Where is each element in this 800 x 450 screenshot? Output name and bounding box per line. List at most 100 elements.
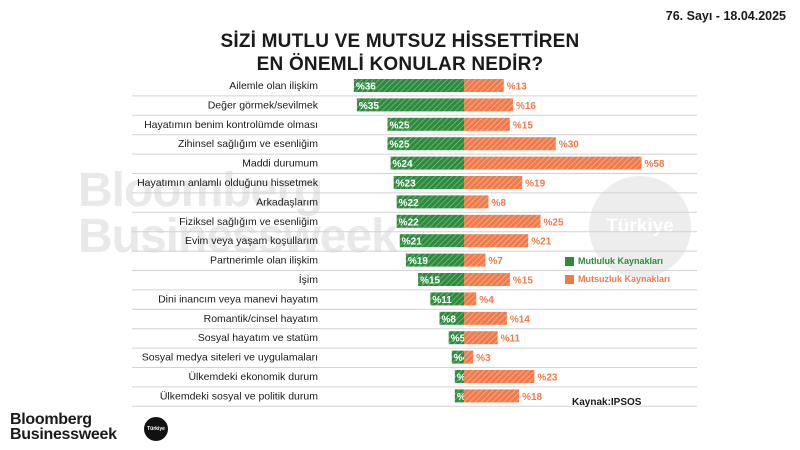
data-label-negative: %23 xyxy=(537,373,557,384)
bar-positive xyxy=(448,331,464,345)
category-label: Sosyal hayatım ve statüm xyxy=(198,332,318,344)
source-note: Kaynak:IPSOS xyxy=(572,397,642,408)
bar-negative xyxy=(464,389,520,403)
data-label-positive: %24 xyxy=(393,159,413,170)
data-label-positive: %23 xyxy=(396,179,416,190)
legend-swatch-negative xyxy=(565,274,574,284)
bar-positive xyxy=(439,311,464,325)
data-label-negative: %25 xyxy=(544,217,564,228)
bar-negative xyxy=(464,311,507,325)
bar-negative xyxy=(464,176,523,189)
bar-positive xyxy=(454,370,464,383)
bar-negative xyxy=(464,214,541,228)
category-label: Değer görmek/sevilmek xyxy=(208,99,319,111)
bar-positive xyxy=(430,292,464,306)
data-label-positive: %5 xyxy=(451,334,466,345)
data-label-positive: %21 xyxy=(402,237,422,248)
logo-line-1: Bloomberg xyxy=(10,411,92,428)
bar-negative xyxy=(464,253,486,267)
bar-negative xyxy=(464,156,642,170)
data-label-negative: %18 xyxy=(522,392,542,403)
data-label-negative: %11 xyxy=(501,334,521,345)
category-label: Arkadaşlarım xyxy=(256,196,318,208)
legend-swatch-positive xyxy=(565,256,574,266)
data-label-negative: %7 xyxy=(488,256,503,267)
data-label-negative: %15 xyxy=(513,120,533,131)
category-label: İşim xyxy=(299,273,319,286)
bar-positive xyxy=(418,273,464,286)
category-label: Zihinsel sağlığım ve esenliğim xyxy=(178,138,318,150)
data-label-negative: %8 xyxy=(491,198,506,209)
category-label: Dini inancım veya manevi hayatım xyxy=(158,293,318,305)
data-label-negative: %15 xyxy=(513,276,533,287)
bar-negative xyxy=(464,331,498,345)
chart-title: SİZİ MUTLU VE MUTSUZ HİSSETTİREN EN ÖNEM… xyxy=(0,30,800,76)
data-label-negative: %16 xyxy=(516,101,536,112)
category-label: Sosyal medya siteleri ve uygulamaları xyxy=(142,352,318,364)
bar-negative xyxy=(464,370,535,383)
bar-positive xyxy=(454,389,464,403)
chart-title-line-1: SİZİ MUTLU VE MUTSUZ HİSSETTİREN xyxy=(220,31,580,52)
data-label-positive: %8 xyxy=(442,314,457,325)
data-label-positive: %35 xyxy=(359,101,379,112)
data-label-positive: %19 xyxy=(408,256,428,267)
data-label-negative: %3 xyxy=(476,353,491,364)
bar-positive xyxy=(393,176,464,189)
data-label-positive: %25 xyxy=(390,120,410,131)
bar-negative xyxy=(464,195,489,209)
logo-badge: Türkiye xyxy=(144,417,168,441)
category-label: Ülkemdeki ekonomik durum xyxy=(188,371,318,383)
legend-item-negative: Mutsuzluk Kaynakları xyxy=(565,274,670,284)
bar-negative xyxy=(464,273,510,286)
bar-positive xyxy=(387,117,464,131)
bar-positive xyxy=(390,156,464,170)
category-label: Fiziksel sağlığım ve esenliğim xyxy=(179,216,318,228)
bar-positive xyxy=(399,234,464,248)
data-label-negative: %14 xyxy=(510,314,530,325)
bar-negative xyxy=(464,137,556,151)
data-label-negative: %21 xyxy=(531,237,551,248)
bar-positive xyxy=(356,98,464,112)
data-label-positive: %25 xyxy=(390,140,410,151)
bar-positive xyxy=(353,79,464,92)
bar-negative xyxy=(464,292,477,306)
data-label-positive: %22 xyxy=(399,198,419,209)
bar-negative xyxy=(464,79,504,92)
data-label-negative: %13 xyxy=(507,82,527,93)
legend-item-positive: Mutluluk Kaynakları xyxy=(565,256,670,266)
watermark-line-1: Bloomberg xyxy=(78,164,323,217)
data-label-negative: %4 xyxy=(479,295,494,306)
category-label: Ailemle olan ilişkim xyxy=(229,80,318,92)
data-label-positive: %22 xyxy=(399,217,419,228)
data-label-positive: %36 xyxy=(356,82,376,93)
bar-negative xyxy=(464,350,474,364)
data-label-positive: %15 xyxy=(420,276,440,287)
data-label-negative: %30 xyxy=(559,140,579,151)
bar-positive xyxy=(396,214,464,228)
data-label-negative: %58 xyxy=(644,159,664,170)
category-label: Maddi durumum xyxy=(242,158,318,170)
chart-title-line-2: EN ÖNEMLİ KONULAR NEDİR? xyxy=(256,54,544,75)
category-label: Hayatımın anlamlı olduğunu hissetmek xyxy=(137,177,319,189)
legend-label-negative: Mutsuzluk Kaynakları xyxy=(578,274,671,284)
category-label: Hayatımın benim kontrolümde olması xyxy=(144,119,318,131)
data-label-positive: %11 xyxy=(432,295,452,306)
data-label-negative: %19 xyxy=(525,179,545,190)
logo-line-2: Businessweek xyxy=(10,426,117,443)
category-label: Ülkemdeki sosyal ve politik durum xyxy=(160,390,318,402)
category-label: Evim veya yaşam koşullarım xyxy=(185,235,318,247)
issue-date: 76. Sayı - 18.04.2025 xyxy=(665,9,786,23)
category-label: Partnerimle olan ilişkim xyxy=(210,255,318,267)
bar-negative xyxy=(464,234,529,248)
bar-positive xyxy=(451,350,464,364)
watermark-text: Bloomberg Businessweek xyxy=(78,164,398,263)
bar-positive xyxy=(405,253,464,267)
category-label: Romantik/cinsel hayatım xyxy=(204,313,319,325)
brand-logo: Bloomberg Businessweek xyxy=(10,411,117,443)
bar-negative xyxy=(464,117,510,131)
legend: Mutluluk Kaynakları Mutsuzluk Kaynakları xyxy=(565,256,670,292)
watermark-line-2: Businessweek xyxy=(78,210,398,263)
bar-positive xyxy=(387,137,464,151)
bar-negative xyxy=(464,98,513,112)
